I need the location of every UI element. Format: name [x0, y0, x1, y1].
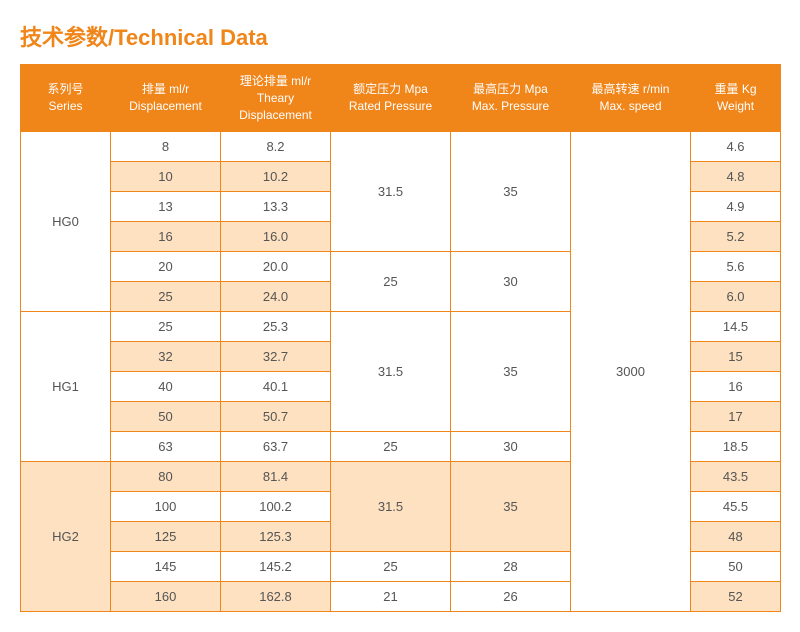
- cell-displacement: 63: [111, 432, 221, 462]
- cell-weight: 14.5: [691, 312, 781, 342]
- cell-theory: 125.3: [221, 522, 331, 552]
- cell-max-pressure: 30: [451, 432, 571, 462]
- cell-rated-pressure: 31.5: [331, 312, 451, 432]
- cell-displacement: 25: [111, 282, 221, 312]
- cell-displacement: 8: [111, 132, 221, 162]
- cell-theory: 25.3: [221, 312, 331, 342]
- cell-max-pressure: 28: [451, 552, 571, 582]
- cell-displacement: 160: [111, 582, 221, 612]
- cell-max-pressure: 35: [451, 462, 571, 552]
- cell-displacement: 10: [111, 162, 221, 192]
- cell-series: HG1: [21, 312, 111, 462]
- cell-displacement: 80: [111, 462, 221, 492]
- cell-weight: 18.5: [691, 432, 781, 462]
- cell-displacement: 50: [111, 402, 221, 432]
- header-theory: 理论排量 ml/rThearyDisplacement: [221, 65, 331, 132]
- header-max-speed: 最高转速 r/minMax. speed: [571, 65, 691, 132]
- cell-weight: 17: [691, 402, 781, 432]
- cell-theory: 10.2: [221, 162, 331, 192]
- header-weight: 重量 KgWeight: [691, 65, 781, 132]
- cell-max-pressure: 35: [451, 132, 571, 252]
- cell-displacement: 145: [111, 552, 221, 582]
- cell-theory: 20.0: [221, 252, 331, 282]
- cell-series: HG2: [21, 462, 111, 612]
- page-title: 技术参数/Technical Data: [20, 20, 780, 52]
- cell-rated-pressure: 25: [331, 552, 451, 582]
- cell-weight: 6.0: [691, 282, 781, 312]
- cell-theory: 24.0: [221, 282, 331, 312]
- cell-displacement: 20: [111, 252, 221, 282]
- cell-displacement: 125: [111, 522, 221, 552]
- cell-weight: 15: [691, 342, 781, 372]
- cell-theory: 13.3: [221, 192, 331, 222]
- technical-data-table: 系列号Series 排量 ml/rDisplacement 理论排量 ml/rT…: [20, 64, 781, 612]
- cell-displacement: 16: [111, 222, 221, 252]
- cell-rated-pressure: 25: [331, 252, 451, 312]
- cell-rated-pressure: 31.5: [331, 132, 451, 252]
- cell-weight: 5.2: [691, 222, 781, 252]
- cell-displacement: 25: [111, 312, 221, 342]
- cell-theory: 8.2: [221, 132, 331, 162]
- cell-theory: 145.2: [221, 552, 331, 582]
- header-rated: 额定压力 MpaRated Pressure: [331, 65, 451, 132]
- cell-displacement: 100: [111, 492, 221, 522]
- cell-weight: 50: [691, 552, 781, 582]
- table-row: HG088.231.53530004.6: [21, 132, 781, 162]
- cell-weight: 16: [691, 372, 781, 402]
- cell-weight: 52: [691, 582, 781, 612]
- cell-theory: 16.0: [221, 222, 331, 252]
- cell-displacement: 32: [111, 342, 221, 372]
- cell-displacement: 40: [111, 372, 221, 402]
- cell-rated-pressure: 31.5: [331, 462, 451, 552]
- header-displacement: 排量 ml/rDisplacement: [111, 65, 221, 132]
- cell-theory: 100.2: [221, 492, 331, 522]
- cell-weight: 4.6: [691, 132, 781, 162]
- cell-max-speed: 3000: [571, 132, 691, 612]
- cell-max-pressure: 26: [451, 582, 571, 612]
- cell-theory: 63.7: [221, 432, 331, 462]
- cell-rated-pressure: 21: [331, 582, 451, 612]
- cell-weight: 43.5: [691, 462, 781, 492]
- header-row: 系列号Series 排量 ml/rDisplacement 理论排量 ml/rT…: [21, 65, 781, 132]
- cell-weight: 48: [691, 522, 781, 552]
- cell-rated-pressure: 25: [331, 432, 451, 462]
- header-max-pressure: 最高压力 MpaMax. Pressure: [451, 65, 571, 132]
- header-series: 系列号Series: [21, 65, 111, 132]
- cell-max-pressure: 30: [451, 252, 571, 312]
- cell-theory: 40.1: [221, 372, 331, 402]
- cell-weight: 4.9: [691, 192, 781, 222]
- cell-max-pressure: 35: [451, 312, 571, 432]
- cell-theory: 162.8: [221, 582, 331, 612]
- cell-weight: 45.5: [691, 492, 781, 522]
- cell-theory: 32.7: [221, 342, 331, 372]
- cell-displacement: 13: [111, 192, 221, 222]
- cell-theory: 81.4: [221, 462, 331, 492]
- cell-weight: 4.8: [691, 162, 781, 192]
- cell-weight: 5.6: [691, 252, 781, 282]
- cell-theory: 50.7: [221, 402, 331, 432]
- cell-series: HG0: [21, 132, 111, 312]
